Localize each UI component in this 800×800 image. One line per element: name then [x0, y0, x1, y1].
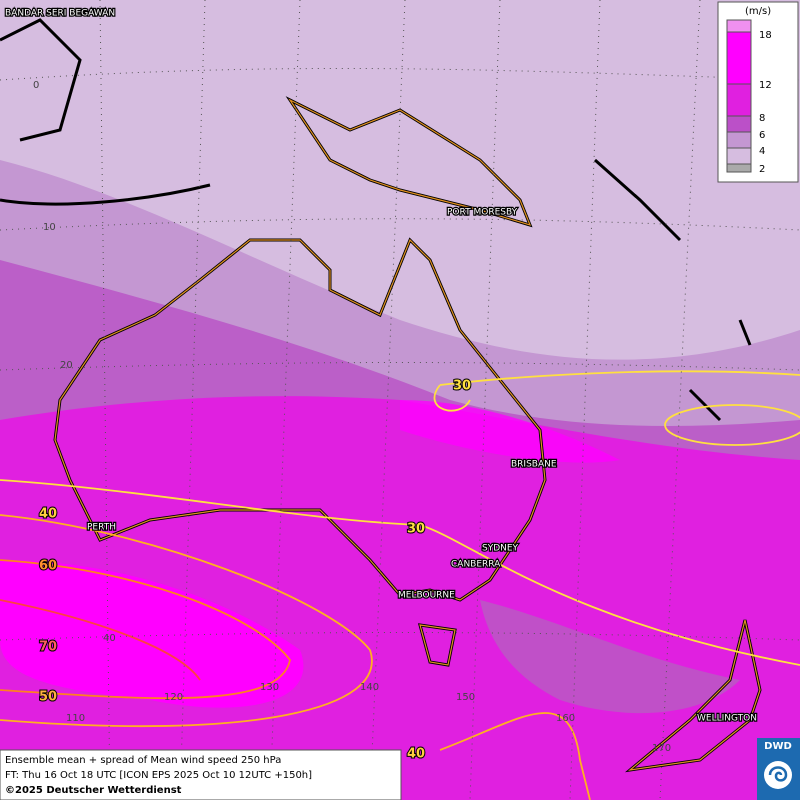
- grid-label: 0: [33, 80, 39, 91]
- city-label: PORT MORESBY: [447, 208, 518, 218]
- legend-tick: 12: [759, 80, 772, 91]
- logo-icon: [764, 761, 792, 789]
- band-12b: [400, 400, 620, 463]
- contour-label: 40: [39, 507, 57, 522]
- band-6b: [480, 600, 740, 714]
- city-label: SYDNEY: [482, 544, 519, 554]
- grid-label: 160: [556, 713, 575, 724]
- coastline: [288, 98, 532, 226]
- legend-tick: 2: [759, 164, 765, 175]
- city-label: WELLINGTON: [697, 714, 757, 724]
- legend-tick: 4: [759, 146, 765, 157]
- legend-tick: 8: [759, 113, 765, 124]
- legend-swatch: [726, 31, 752, 85]
- grid-label: 170: [652, 743, 671, 754]
- coastline: [594, 158, 752, 422]
- legend-swatch: [726, 115, 752, 133]
- contour-label: 40: [407, 747, 425, 762]
- grid-label: 150: [456, 692, 475, 703]
- grid-label: 140: [360, 682, 379, 693]
- contour-label: 50: [39, 690, 57, 705]
- city-label: MELBOURNE: [398, 591, 455, 601]
- legend-unit: (m/s): [745, 6, 771, 17]
- city-label: PERTH: [87, 523, 116, 533]
- caption-line: ©2025 Deutscher Wetterdienst: [5, 785, 182, 796]
- contour-label: 30: [453, 379, 471, 394]
- coastline: [627, 619, 761, 771]
- legend-swatch: [726, 163, 752, 173]
- legend-swatch: [726, 19, 752, 33]
- contour: [0, 514, 591, 800]
- contour: [433, 370, 800, 412]
- legend-swatch: [726, 131, 752, 149]
- legend-swatch: [726, 147, 752, 165]
- grid-label: 20: [60, 360, 73, 371]
- grid-label: 110: [66, 713, 85, 724]
- caption-line: Ensemble mean + spread of Mean wind spee…: [5, 755, 281, 766]
- contour: [0, 479, 800, 666]
- contour: [664, 404, 800, 446]
- caption-box: [0, 749, 402, 800]
- grid-label: 40: [103, 633, 116, 644]
- coastline: [0, 18, 211, 206]
- legend: (m/s) 18 12 8 6 4 2: [717, 1, 799, 183]
- legend-tick: 18: [759, 30, 772, 41]
- contour: [0, 599, 201, 681]
- contour-label: 30: [407, 522, 425, 537]
- contour-label: 70: [39, 640, 57, 655]
- city-label: CANBERRA: [451, 560, 501, 570]
- logo-text: DWD: [764, 741, 792, 752]
- contour: [0, 559, 291, 700]
- coastline: [419, 624, 456, 666]
- city-label: BRISBANE: [511, 460, 557, 470]
- legend-swatch: [726, 83, 752, 117]
- caption-line: FT: Thu 16 Oct 18 UTC [ICON EPS 2025 Oct…: [5, 770, 312, 781]
- grid-label: 10: [43, 222, 56, 233]
- logo-icon: [768, 766, 788, 782]
- city-label: BANDAR SERI BEGAWAN: [5, 9, 115, 19]
- grid-label: 130: [260, 682, 279, 693]
- band-12: [0, 560, 304, 708]
- contour-label: 60: [39, 559, 57, 574]
- grid-label: 120: [164, 692, 183, 703]
- legend-tick: 6: [759, 130, 765, 141]
